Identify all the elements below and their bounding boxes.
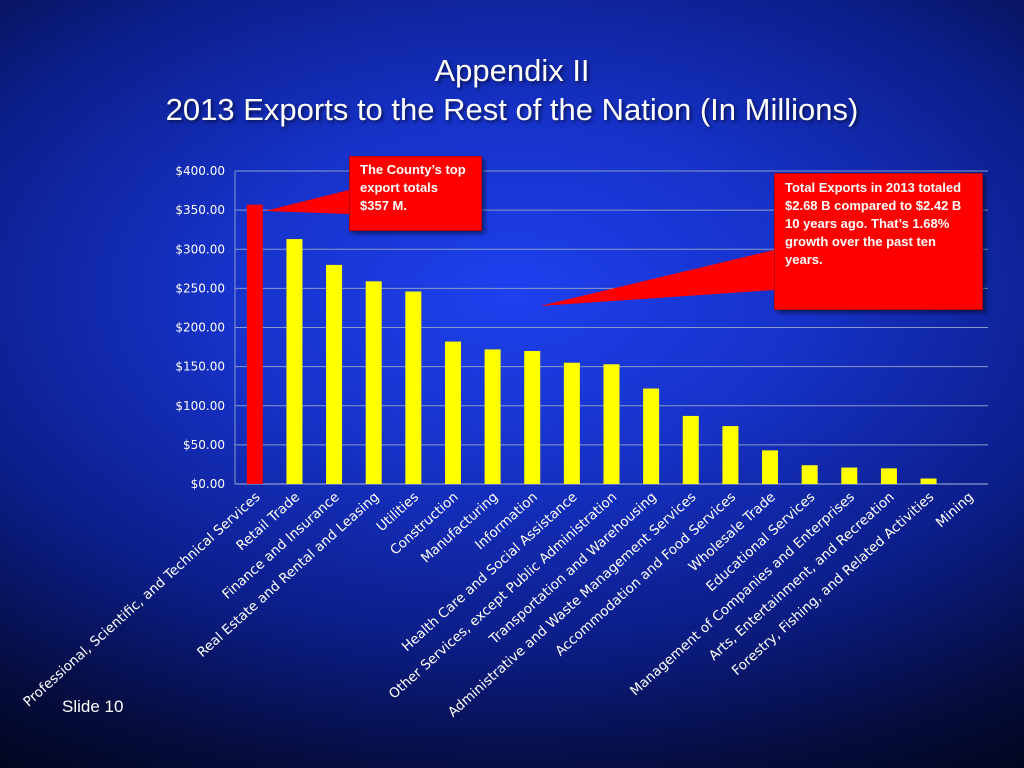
bar: [841, 467, 858, 484]
bar: [524, 350, 541, 484]
top-export-callout: The County’s top export totals $357 M.: [349, 156, 482, 231]
y-tick-label: $200.00: [175, 321, 225, 335]
y-tick-label: $100.00: [175, 399, 225, 413]
bar: [880, 468, 897, 484]
y-tick-label: $300.00: [175, 242, 225, 256]
category-label: Mining: [933, 489, 977, 531]
y-tick-label: $50.00: [183, 438, 225, 452]
y-tick-label: $350.00: [175, 203, 225, 217]
bar: [801, 465, 818, 484]
slide-title-line1: Appendix II: [434, 53, 590, 88]
bar: [326, 264, 343, 484]
slide-title-line2: 2013 Exports to the Rest of the Nation (…: [165, 92, 859, 127]
y-tick-label: $150.00: [175, 360, 225, 374]
bar: [920, 478, 937, 484]
bar: [246, 204, 263, 484]
bar: [682, 415, 699, 484]
total-exports-callout: Total Exports in 2013 totaled $2.68 B co…: [774, 173, 983, 310]
y-tick-label: $400.00: [175, 164, 225, 178]
bar: [484, 349, 501, 484]
y-tick-label: $0.00: [191, 477, 225, 491]
bar: [603, 364, 620, 484]
y-tick-label: $250.00: [175, 281, 225, 295]
bar: [286, 239, 303, 484]
bar: [365, 281, 382, 484]
bar: [563, 362, 580, 484]
callout-pointer: [265, 190, 349, 214]
bar: [643, 388, 660, 484]
bar: [722, 426, 739, 484]
category-label: Real Estate and Rental and Leasing: [194, 489, 382, 661]
bar: [762, 450, 779, 484]
bar: [405, 291, 422, 484]
callout-pointer: [540, 250, 774, 306]
slide-number: Slide 10: [62, 697, 124, 716]
bar: [444, 341, 461, 484]
